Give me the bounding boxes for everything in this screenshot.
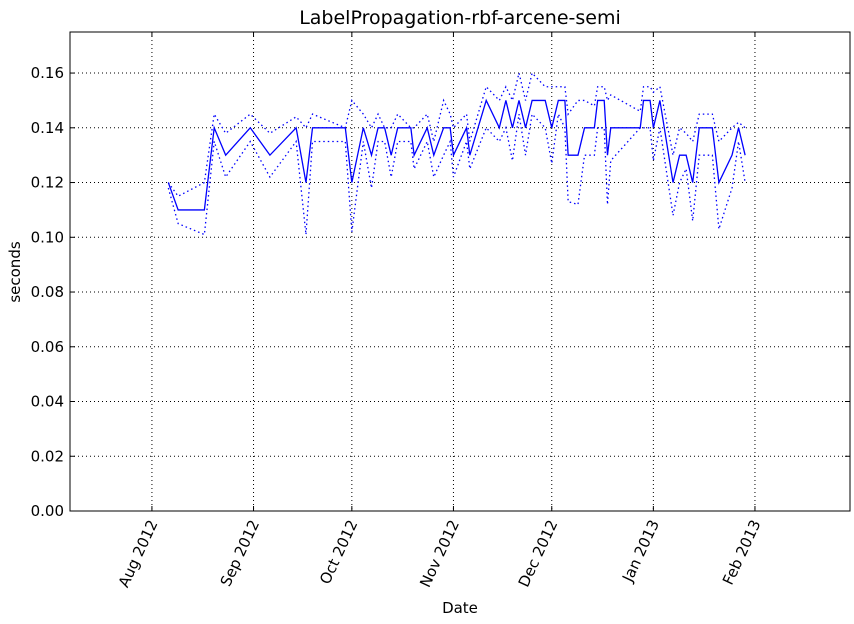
y-tick-label: 0.00: [31, 502, 64, 520]
x-tick-label: Dec 2012: [515, 517, 562, 590]
x-tick-label: Sep 2012: [217, 517, 263, 589]
y-tick-label: 0.02: [31, 447, 64, 465]
y-tick-label: 0.04: [31, 393, 64, 411]
chart-title: LabelPropagation-rbf-arcene-semi: [299, 7, 621, 29]
x-tick-label: Nov 2012: [416, 517, 463, 590]
x-axis-label: Date: [442, 599, 478, 617]
data-line: [167, 111, 746, 236]
data-line: [167, 71, 746, 198]
x-tick-label: Jan 2013: [618, 517, 663, 585]
data-line: [167, 98, 746, 211]
plot-frame: [69, 31, 851, 512]
y-tick-label: 0.12: [31, 174, 64, 192]
y-tick-label: 0.10: [31, 228, 64, 246]
x-tick-label: Feb 2013: [719, 517, 765, 588]
y-tick-label: 0.06: [31, 338, 64, 356]
y-axis-label: seconds: [6, 241, 24, 302]
y-tick-label: 0.14: [31, 119, 64, 137]
y-tick-label: 0.08: [31, 283, 64, 301]
y-tick-label: 0.16: [31, 64, 64, 82]
x-tick-label: Oct 2012: [316, 517, 361, 587]
x-tick-label: Aug 2012: [115, 517, 162, 590]
